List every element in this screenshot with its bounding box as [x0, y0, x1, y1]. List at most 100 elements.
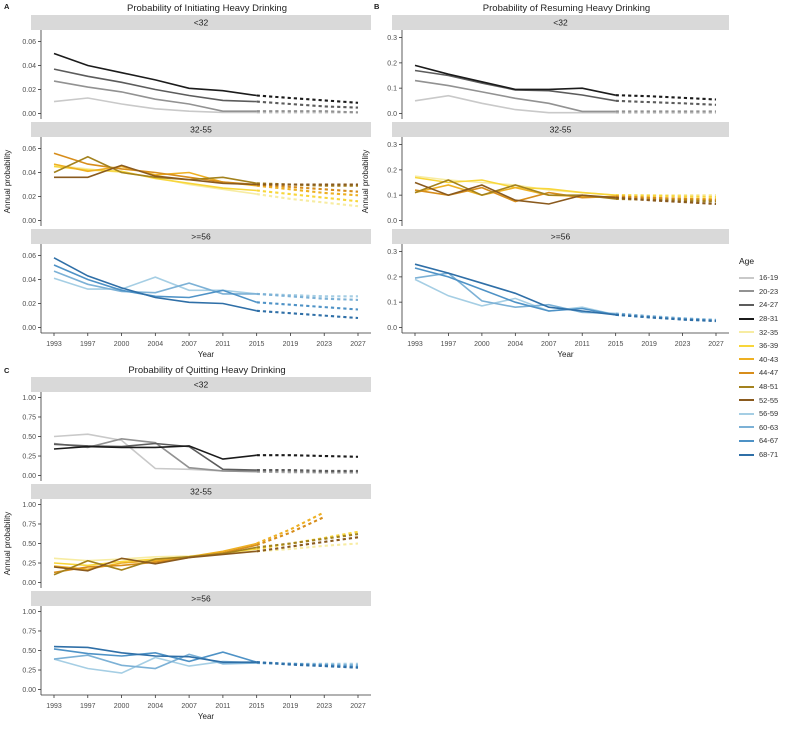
axis-text: 0.3 [387, 249, 397, 256]
series-line-64-67 [53, 648, 257, 663]
legend-entry-label: 36-39 [759, 341, 779, 351]
series-line-28-31 [53, 445, 257, 460]
axis-text: 2023 [316, 341, 332, 348]
axis-text: 0.04 [22, 170, 36, 177]
facet-strip [31, 484, 371, 499]
facet-strip [31, 377, 371, 392]
legend-title: Age [739, 256, 755, 266]
facet-strip [31, 15, 371, 30]
axis-text: 1993 [407, 341, 423, 348]
legend-entry: 68-71 [739, 448, 789, 462]
axis-text: 0.75 [22, 628, 36, 635]
axis-text: 2011 [215, 703, 230, 710]
series-line-68-71 [53, 645, 257, 664]
legend-entry-label: 64-67 [759, 436, 779, 446]
legend-entry: 60-63 [739, 421, 789, 435]
axis-text: Year [198, 350, 215, 359]
legend-entry: 44-47 [739, 366, 789, 380]
axis-text: 0.1 [387, 300, 397, 307]
legend-entry-label: 40-43 [759, 354, 779, 364]
series-projection-68-71 [256, 309, 359, 320]
axis-text: 1997 [80, 703, 96, 710]
axis-text: >=56 [551, 232, 571, 242]
legend-line-swatch [739, 412, 754, 415]
series-projection-56-59 [256, 292, 358, 298]
series-projection-20-23 [256, 470, 358, 474]
axis-text: 0.06 [22, 146, 36, 153]
panel-c-chart: <32 0.00 0.25 0.50 0.75 1.00 32-55 0.00 0.25 0.50… [3, 377, 371, 721]
axis-text: 0.02 [22, 301, 36, 308]
series-projection-32-35 [256, 542, 359, 553]
series-line-52-55 [414, 181, 616, 205]
axis-text: 1.00 [22, 395, 36, 402]
panel-c-letter: C [4, 366, 10, 375]
series-projection-36-39 [615, 194, 717, 198]
axis-text: 2023 [675, 341, 691, 348]
legend-entry-label: 44-47 [759, 368, 779, 378]
axis-text: 2007 [181, 703, 197, 710]
axis-text: 2019 [283, 341, 299, 348]
facet-strip [392, 229, 729, 244]
legend-entry-label: 16-19 [759, 273, 779, 283]
axis-text: Year [557, 350, 574, 359]
axis-text: 0.50 [22, 434, 36, 441]
series-line-64-67 [53, 264, 257, 304]
axis-text: 0.1 [387, 193, 397, 200]
legend-entry: 28-31 [739, 312, 789, 326]
series-line-36-39 [53, 165, 257, 192]
panel-a-letter: A [4, 2, 10, 11]
series-line-40-43 [53, 542, 257, 571]
axis-text: 2000 [474, 341, 490, 348]
axis-text: 0.75 [22, 414, 36, 421]
legend-line-swatch [739, 331, 754, 334]
series-line-20-23 [414, 79, 616, 113]
axis-text: 0.3 [387, 35, 397, 42]
legend-entry: 16-19 [739, 271, 789, 285]
legend-line-swatch [739, 290, 754, 293]
legend-entry: 24-27 [739, 298, 789, 312]
series-projection-60-63 [256, 292, 359, 301]
series-line-28-31 [414, 64, 616, 96]
axis-text: 2007 [181, 341, 197, 348]
series-projection-32-35 [256, 193, 359, 208]
axis-text: 2004 [508, 341, 524, 348]
axis-text: 1993 [46, 703, 62, 710]
panel-b-letter: B [374, 2, 380, 11]
series-projection-68-71 [256, 661, 359, 669]
legend-line-swatch [739, 439, 754, 442]
axis-text: 2004 [148, 341, 164, 348]
axis-text: 2027 [350, 703, 366, 710]
series-line-16-19 [53, 433, 257, 473]
axis-text: 0.02 [22, 87, 36, 94]
series-projection-24-27 [256, 100, 359, 109]
series-projection-44-47 [615, 195, 717, 202]
series-line-52-55 [54, 164, 257, 186]
axis-text: 0.04 [22, 63, 36, 70]
series-projection-40-43 [256, 184, 359, 197]
axis-text: 0.04 [22, 277, 36, 284]
axis-text: Year [198, 712, 215, 721]
facet-strip [31, 591, 371, 606]
axis-text: 2004 [148, 703, 164, 710]
panel-a-chart: <32 0.00 0.02 0.04 0.06 32-55 0.00 0.02 0.04 0.06… [3, 15, 371, 359]
series-line-16-19 [414, 94, 616, 114]
axis-text: 0.00 [22, 473, 36, 480]
axis-text: 0.06 [22, 39, 36, 46]
legend-entry: 32-35 [739, 325, 789, 339]
axis-text: 1993 [46, 341, 62, 348]
legend-entry: 36-39 [739, 339, 789, 353]
series-line-40-43 [414, 184, 616, 199]
axis-text: 1997 [80, 341, 96, 348]
axis-text: 0.75 [22, 521, 36, 528]
legend-line-swatch [739, 276, 754, 279]
legend-line-swatch [739, 303, 754, 306]
legend-entry: 40-43 [739, 353, 789, 367]
legend-entry-label: 68-71 [759, 450, 779, 460]
axis-text: 0.1 [387, 86, 397, 93]
legend-line-swatch [739, 358, 754, 361]
panel-b: Probability of Resuming Heavy Drinking <… [359, 2, 731, 361]
axis-text: 0.0 [387, 111, 397, 118]
legend-entry: 48-51 [739, 380, 789, 394]
series-projection-36-39 [256, 189, 359, 203]
axis-text: 1997 [441, 341, 457, 348]
